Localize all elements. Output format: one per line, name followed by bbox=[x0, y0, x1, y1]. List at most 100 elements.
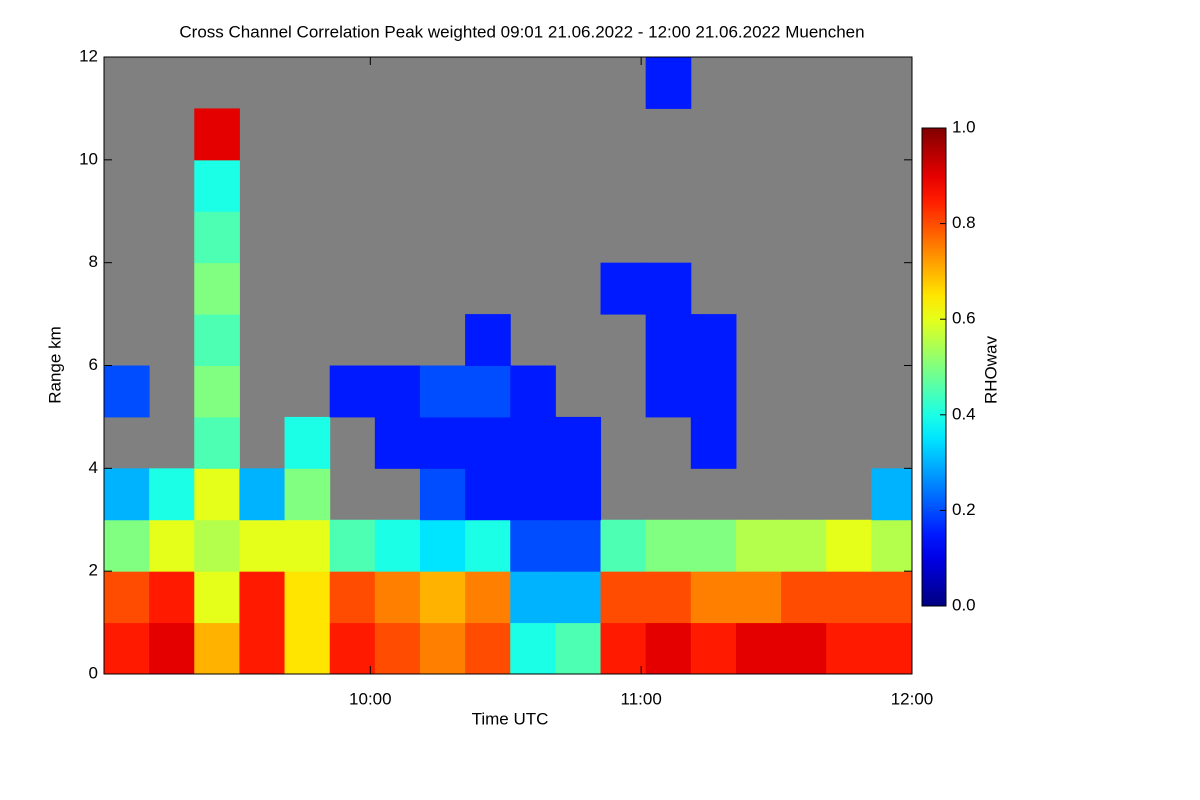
heat-cell bbox=[871, 519, 913, 572]
colorbar bbox=[921, 127, 947, 607]
heat-cell bbox=[645, 622, 692, 675]
heat-cell bbox=[194, 622, 240, 675]
heat-cell bbox=[104, 365, 150, 418]
heat-cell bbox=[194, 416, 240, 469]
heat-cell bbox=[419, 416, 466, 469]
heat-cell bbox=[465, 622, 511, 675]
heat-cell bbox=[735, 571, 782, 624]
heat-cell bbox=[465, 519, 511, 572]
heat-cell bbox=[871, 571, 913, 624]
heat-cell bbox=[329, 622, 376, 675]
heat-cell bbox=[645, 519, 692, 572]
heat-cell bbox=[510, 571, 556, 624]
heat-cell bbox=[645, 314, 692, 366]
heat-cell bbox=[510, 416, 556, 469]
heat-cell bbox=[194, 365, 240, 418]
heat-cell bbox=[284, 519, 331, 572]
y-tick-label: 6 bbox=[89, 355, 98, 374]
heat-cell bbox=[510, 519, 556, 572]
colorbar-tick-label: 0.4 bbox=[952, 404, 976, 423]
heat-cell bbox=[149, 468, 195, 521]
heat-cell bbox=[600, 571, 647, 624]
heat-cell bbox=[374, 571, 421, 624]
heat-cell bbox=[374, 622, 421, 675]
heat-cell bbox=[690, 365, 737, 418]
heat-cell bbox=[510, 622, 556, 675]
y-tick-label: 2 bbox=[89, 561, 98, 580]
heat-cell bbox=[284, 571, 331, 624]
heat-cell bbox=[284, 416, 331, 469]
heat-cell bbox=[104, 519, 150, 572]
heat-cell bbox=[419, 519, 466, 572]
heat-cell bbox=[374, 416, 421, 469]
heat-cell bbox=[871, 468, 913, 521]
heat-cell bbox=[555, 468, 602, 521]
y-axis-label: Range km bbox=[45, 326, 64, 403]
heat-cell bbox=[690, 314, 737, 366]
heat-cell bbox=[149, 519, 195, 572]
heat-cell bbox=[690, 571, 737, 624]
heat-cell bbox=[149, 622, 195, 675]
heat-cell bbox=[419, 622, 466, 675]
heat-cell bbox=[419, 365, 466, 418]
y-tick-label: 10 bbox=[79, 149, 98, 168]
heat-cell bbox=[239, 468, 286, 521]
heat-cell bbox=[510, 365, 556, 418]
heat-cell bbox=[510, 468, 556, 521]
heat-cell bbox=[419, 468, 466, 521]
heat-cell bbox=[645, 57, 692, 109]
heat-cell bbox=[104, 571, 150, 624]
y-tick-label: 8 bbox=[89, 252, 98, 271]
heat-cell bbox=[826, 519, 872, 572]
heat-cell bbox=[600, 519, 647, 572]
heat-cell bbox=[465, 571, 511, 624]
colorbar-tick-label: 0.8 bbox=[952, 213, 976, 232]
heat-cell bbox=[374, 519, 421, 572]
heat-cell bbox=[465, 416, 511, 469]
heat-cell bbox=[690, 416, 737, 469]
heat-cell bbox=[826, 622, 872, 675]
heat-cell bbox=[600, 622, 647, 675]
heat-cell bbox=[781, 571, 827, 624]
heat-cell bbox=[465, 365, 511, 418]
heat-cell bbox=[735, 519, 782, 572]
y-tick-label: 0 bbox=[89, 663, 98, 682]
heat-cell bbox=[194, 571, 240, 624]
colorbar-label: RHOwav bbox=[981, 335, 1000, 404]
heat-cell bbox=[104, 622, 150, 675]
y-tick-label: 12 bbox=[79, 46, 98, 65]
heat-cell bbox=[194, 159, 240, 212]
heat-cell bbox=[284, 622, 331, 675]
heat-cell bbox=[555, 622, 602, 675]
heat-cell bbox=[284, 468, 331, 521]
colorbar-tick-label: 0.2 bbox=[952, 500, 976, 519]
heat-cell bbox=[826, 571, 872, 624]
y-tick-label: 4 bbox=[89, 458, 98, 477]
colorbar-tick-label: 1.0 bbox=[952, 117, 976, 136]
heat-cell bbox=[194, 211, 240, 264]
heat-cell bbox=[329, 571, 376, 624]
heat-cell bbox=[194, 468, 240, 521]
heat-cell bbox=[781, 622, 827, 675]
heat-cell bbox=[555, 519, 602, 572]
heat-cell bbox=[645, 365, 692, 418]
heat-cell bbox=[690, 622, 737, 675]
heat-cell bbox=[419, 571, 466, 624]
heat-cell bbox=[645, 571, 692, 624]
heat-cell bbox=[374, 365, 421, 418]
x-tick-label: 10:00 bbox=[349, 689, 392, 708]
heat-cell bbox=[194, 314, 240, 366]
heat-cell bbox=[735, 622, 782, 675]
heat-cell bbox=[690, 519, 737, 572]
heat-cell bbox=[239, 571, 286, 624]
heat-cell bbox=[871, 622, 913, 675]
heat-cell bbox=[239, 519, 286, 572]
heat-cell bbox=[465, 314, 511, 366]
x-tick-label: 11:00 bbox=[621, 689, 662, 708]
heat-cell bbox=[600, 262, 647, 315]
x-axis-label: Time UTC bbox=[472, 709, 549, 728]
heat-cell bbox=[239, 622, 286, 675]
heat-cell bbox=[555, 416, 602, 469]
heat-cell bbox=[329, 519, 376, 572]
